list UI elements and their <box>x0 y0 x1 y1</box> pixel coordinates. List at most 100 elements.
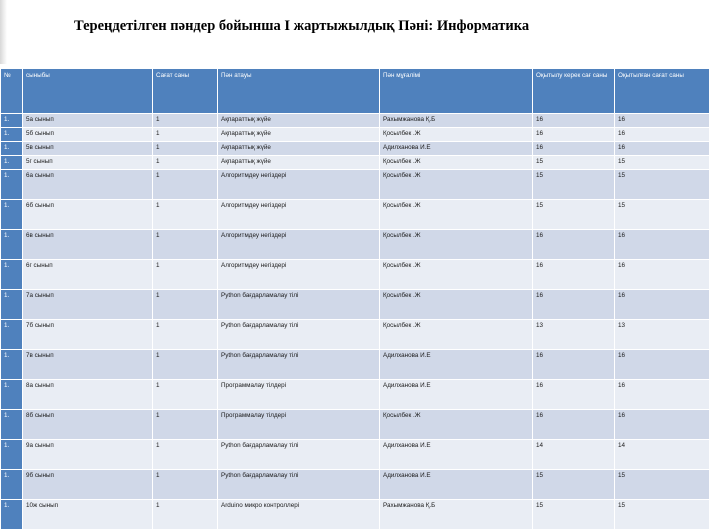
teacher-cell: Қосылбек .Ж <box>380 260 533 290</box>
subject-cell: Python бағдарламалау тілі <box>218 350 380 380</box>
taught-hours-cell: 16 <box>615 410 709 440</box>
taught-hours-cell: 16 <box>615 290 709 320</box>
class-cell: 10ж сынып <box>23 500 153 530</box>
teacher-cell: Адилханова И.Е <box>380 380 533 410</box>
subject-cell: Ақпараттық жүйе <box>218 128 380 142</box>
taught-hours-cell: 16 <box>615 260 709 290</box>
header-taught-hours: Оқытылған сағат саны <box>615 69 709 114</box>
subject-cell: Программалау тілдері <box>218 410 380 440</box>
class-cell: 5б сынып <box>23 128 153 142</box>
subject-cell: Алгоритмдеу негіздері <box>218 260 380 290</box>
class-cell: 9а сынып <box>23 440 153 470</box>
teacher-cell: Рахымжанова Қ.Б <box>380 500 533 530</box>
hours-cell: 1 <box>153 128 218 142</box>
hours-cell: 1 <box>153 170 218 200</box>
row-number: 1. <box>1 500 23 530</box>
row-number: 1. <box>1 142 23 156</box>
teacher-cell: Қосылбек .Ж <box>380 290 533 320</box>
subject-cell: Python бағдарламалау тілі <box>218 320 380 350</box>
class-cell: 7а сынып <box>23 290 153 320</box>
hours-cell: 1 <box>153 260 218 290</box>
teacher-cell: Қосылбек .Ж <box>380 170 533 200</box>
header-number: № <box>1 69 23 114</box>
class-cell: 5а сынып <box>23 114 153 128</box>
hours-cell: 1 <box>153 200 218 230</box>
required-hours-cell: 16 <box>533 380 615 410</box>
required-hours-cell: 16 <box>533 410 615 440</box>
class-cell: 6а сынып <box>23 170 153 200</box>
row-number: 1. <box>1 470 23 500</box>
required-hours-cell: 16 <box>533 260 615 290</box>
subject-cell: Python бағдарламалау тілі <box>218 290 380 320</box>
document-title: Тереңдетілген пәндер бойынша І жартыжылд… <box>74 18 529 35</box>
row-number: 1. <box>1 200 23 230</box>
teacher-cell: Қосылбек .Ж <box>380 156 533 170</box>
row-number: 1. <box>1 114 23 128</box>
required-hours-cell: 15 <box>533 170 615 200</box>
required-hours-cell: 15 <box>533 470 615 500</box>
subject-cell: Arduino микро контроллері <box>218 500 380 530</box>
hours-cell: 1 <box>153 410 218 440</box>
hours-cell: 1 <box>153 114 218 128</box>
hours-cell: 1 <box>153 350 218 380</box>
required-hours-cell: 15 <box>533 200 615 230</box>
required-hours-cell: 16 <box>533 142 615 156</box>
teacher-cell: Қосылбек .Ж <box>380 320 533 350</box>
hours-cell: 1 <box>153 380 218 410</box>
teacher-cell: Адилханова И.Е <box>380 440 533 470</box>
taught-hours-cell: 16 <box>615 128 709 142</box>
schedule-table: № сыныбы Сағат саны Пән атауы Пән мұғалі… <box>0 68 709 530</box>
row-number: 1. <box>1 260 23 290</box>
header-teacher: Пән мұғалімі <box>380 69 533 114</box>
hours-cell: 1 <box>153 156 218 170</box>
required-hours-cell: 14 <box>533 440 615 470</box>
taught-hours-cell: 15 <box>615 170 709 200</box>
hours-cell: 1 <box>153 230 218 260</box>
subject-cell: Алгоритмдеу негіздері <box>218 230 380 260</box>
row-number: 1. <box>1 128 23 142</box>
teacher-cell: Қосылбек .Ж <box>380 230 533 260</box>
hours-cell: 1 <box>153 440 218 470</box>
required-hours-cell: 16 <box>533 230 615 260</box>
hours-cell: 1 <box>153 290 218 320</box>
hours-cell: 1 <box>153 320 218 350</box>
teacher-cell: Қосылбек .Ж <box>380 128 533 142</box>
teacher-cell: Адилханова И.Е <box>380 470 533 500</box>
required-hours-cell: 16 <box>533 128 615 142</box>
required-hours-cell: 13 <box>533 320 615 350</box>
subject-cell: Python бағдарламалау тілі <box>218 440 380 470</box>
header-hours: Сағат саны <box>153 69 218 114</box>
row-number: 1. <box>1 320 23 350</box>
class-cell: 6г сынып <box>23 260 153 290</box>
required-hours-cell: 15 <box>533 156 615 170</box>
row-number: 1. <box>1 156 23 170</box>
class-cell: 8а сынып <box>23 380 153 410</box>
taught-hours-cell: 16 <box>615 114 709 128</box>
required-hours-cell: 16 <box>533 350 615 380</box>
row-number: 1. <box>1 440 23 470</box>
header-subject: Пән атауы <box>218 69 380 114</box>
table-header-row: № сыныбы Сағат саны Пән атауы Пән мұғалі… <box>1 69 709 114</box>
row-number: 1. <box>1 290 23 320</box>
teacher-cell: Адилханова И.Е <box>380 142 533 156</box>
taught-hours-cell: 15 <box>615 470 709 500</box>
row-number: 1. <box>1 170 23 200</box>
teacher-cell: Қосылбек .Ж <box>380 200 533 230</box>
required-hours-cell: 16 <box>533 290 615 320</box>
subject-cell: Ақпараттық жүйе <box>218 142 380 156</box>
subject-cell: Python бағдарламалау тілі <box>218 470 380 500</box>
